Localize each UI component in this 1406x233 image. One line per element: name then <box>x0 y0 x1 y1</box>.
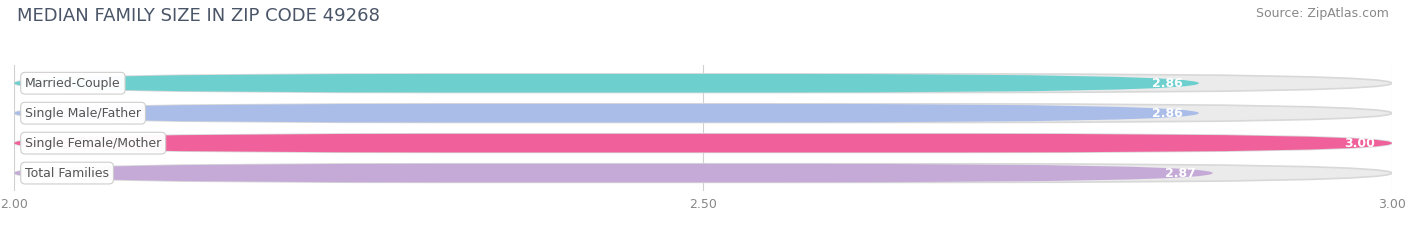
Text: MEDIAN FAMILY SIZE IN ZIP CODE 49268: MEDIAN FAMILY SIZE IN ZIP CODE 49268 <box>17 7 380 25</box>
FancyBboxPatch shape <box>14 74 1392 93</box>
FancyBboxPatch shape <box>14 134 1392 152</box>
FancyBboxPatch shape <box>14 104 1392 123</box>
FancyBboxPatch shape <box>14 74 1199 93</box>
Text: 3.00: 3.00 <box>1344 137 1375 150</box>
Text: Single Male/Father: Single Male/Father <box>25 107 141 120</box>
Text: Source: ZipAtlas.com: Source: ZipAtlas.com <box>1256 7 1389 20</box>
Text: 2.86: 2.86 <box>1152 107 1182 120</box>
Text: Married-Couple: Married-Couple <box>25 77 121 90</box>
FancyBboxPatch shape <box>14 164 1392 182</box>
FancyBboxPatch shape <box>14 104 1199 123</box>
FancyBboxPatch shape <box>14 134 1392 152</box>
Text: 2.87: 2.87 <box>1166 167 1197 180</box>
Text: 2.86: 2.86 <box>1152 77 1182 90</box>
Text: Total Families: Total Families <box>25 167 110 180</box>
FancyBboxPatch shape <box>14 164 1213 182</box>
Text: Single Female/Mother: Single Female/Mother <box>25 137 162 150</box>
